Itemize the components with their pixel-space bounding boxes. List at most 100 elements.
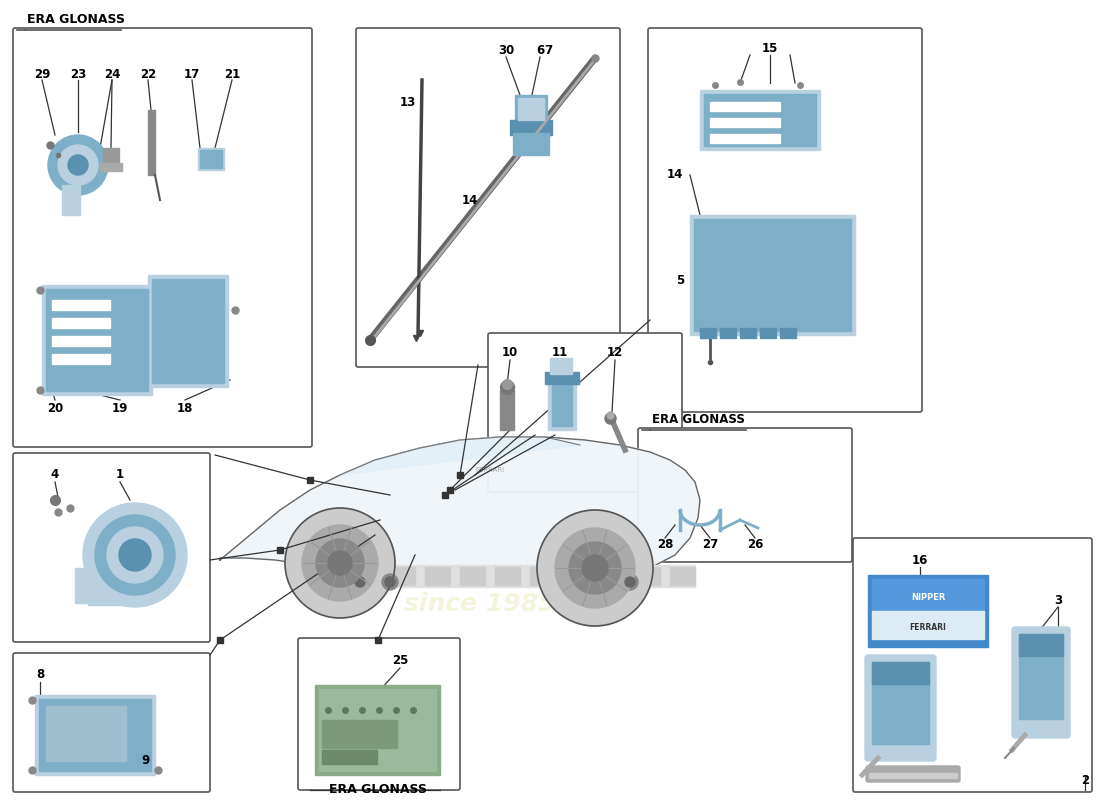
Circle shape [537,510,653,626]
FancyBboxPatch shape [1012,627,1070,738]
Text: ERA GLONASS: ERA GLONASS [28,13,125,26]
Bar [200,150,222,168]
Bar [103,148,119,168]
FancyBboxPatch shape [298,638,460,790]
Bar [52,336,110,346]
Circle shape [582,555,608,581]
Bar [62,185,80,215]
Bar [515,95,547,123]
Text: 28: 28 [657,538,673,551]
Bar [550,358,572,374]
Circle shape [68,155,88,175]
Bar [700,90,820,150]
Bar [869,773,957,778]
Bar [780,328,796,338]
Bar [872,662,930,684]
Text: 2: 2 [1081,774,1089,786]
FancyBboxPatch shape [866,766,960,782]
Bar [198,148,224,170]
Text: FERRARI: FERRARI [475,467,505,473]
Bar [35,695,155,775]
Text: 6: 6 [536,43,544,57]
Bar [425,567,450,585]
Circle shape [285,508,395,618]
Text: 20: 20 [47,402,63,414]
Bar [513,133,549,155]
Circle shape [48,135,108,195]
Bar [704,94,816,146]
Bar [720,328,736,338]
Bar [495,567,520,585]
Bar [46,289,148,391]
Bar [500,390,514,430]
Text: 14: 14 [462,194,478,206]
Text: NIPPER: NIPPER [911,594,945,602]
Text: 15: 15 [762,42,778,54]
Bar [42,285,152,395]
Bar [320,567,345,585]
FancyBboxPatch shape [356,28,620,367]
Text: 11: 11 [552,346,568,359]
Circle shape [556,528,635,608]
Bar [690,215,855,335]
Circle shape [58,145,98,185]
FancyBboxPatch shape [638,428,852,562]
Circle shape [625,577,635,587]
Bar [694,219,851,331]
Circle shape [316,539,364,587]
Circle shape [328,551,352,575]
Circle shape [82,503,187,607]
Bar [544,372,579,384]
Circle shape [107,527,163,583]
Bar [518,98,544,120]
Text: 1: 1 [116,469,124,482]
Text: 29: 29 [34,69,51,82]
Circle shape [595,577,605,587]
Text: 21: 21 [224,69,240,82]
Text: 23: 23 [70,69,86,82]
Text: 22: 22 [140,69,156,82]
Bar [565,567,590,585]
Text: 19: 19 [112,402,129,414]
Text: 8: 8 [36,669,44,682]
Bar [52,300,110,310]
Bar [670,567,695,585]
Text: 5: 5 [675,274,684,286]
Bar [635,567,660,585]
Bar [148,275,228,387]
Bar [872,662,930,744]
Bar [319,689,436,771]
Bar [75,568,89,603]
Bar [52,354,110,364]
Bar [88,545,126,605]
Bar [710,102,780,111]
Bar [148,110,155,175]
Bar [552,384,572,426]
Text: 26: 26 [747,538,763,551]
Bar [710,118,780,127]
Bar [872,611,984,639]
Circle shape [385,577,395,587]
Bar [760,328,775,338]
Circle shape [569,542,622,594]
Text: 13: 13 [400,95,416,109]
Bar [872,579,984,611]
Bar [1019,634,1063,719]
Text: 24: 24 [103,69,120,82]
Text: 12: 12 [607,346,623,359]
Text: ERA GLONASS: ERA GLONASS [329,783,427,796]
Bar [530,567,556,585]
Text: a passion
since 1985: a passion since 1985 [405,564,556,616]
Circle shape [119,539,151,571]
Bar [710,134,780,143]
Circle shape [302,525,378,601]
Bar [39,699,151,771]
Bar [46,706,127,761]
Text: 9: 9 [141,754,150,766]
Bar [600,567,625,585]
Circle shape [621,574,638,590]
Text: 4: 4 [51,469,59,482]
Circle shape [382,574,398,590]
Text: 17: 17 [184,69,200,82]
Polygon shape [220,437,700,587]
